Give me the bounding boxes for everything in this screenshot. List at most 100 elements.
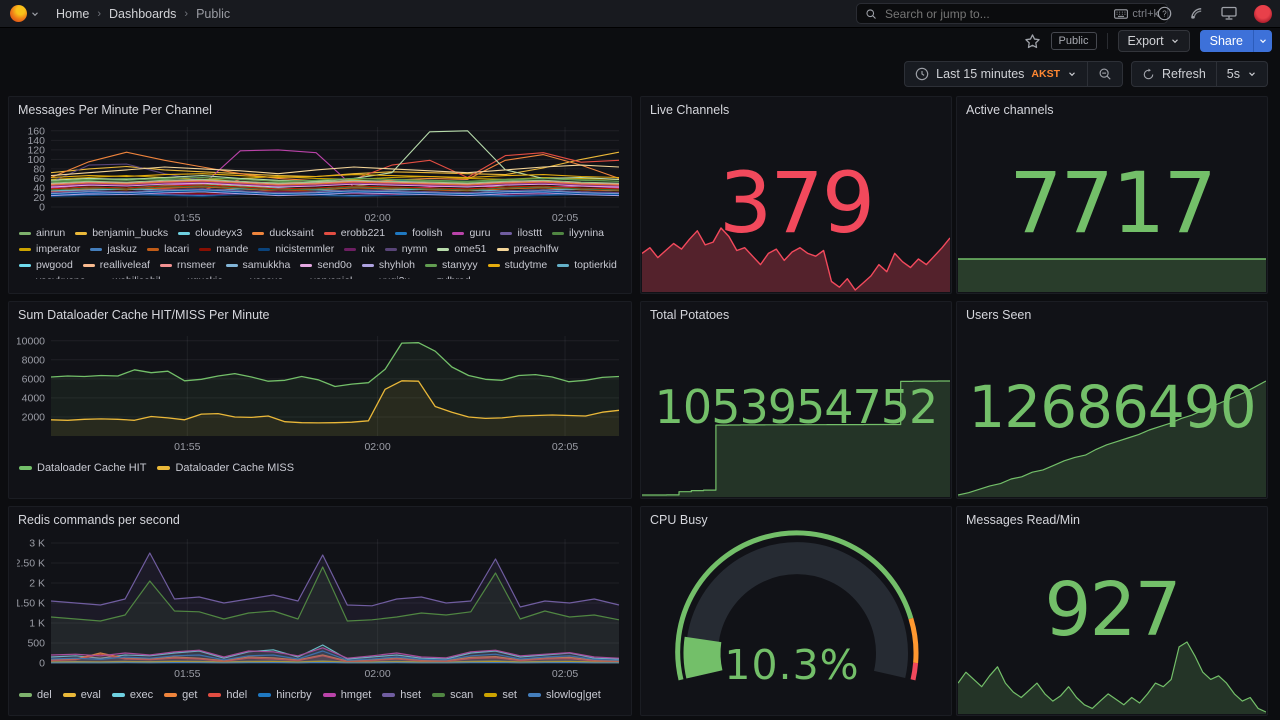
panel-live-channels[interactable]: Live Channels 379 [640,96,952,294]
legend-item-imperator[interactable]: imperator [19,243,80,255]
panel-cpu-busy[interactable]: CPU Busy 10.3% [640,506,952,716]
legend-item-yugi2x[interactable]: yugi2x [362,275,409,279]
legend-item-pwgood[interactable]: pwgood [19,259,73,271]
panel-title[interactable]: Live Channels [650,103,730,117]
share-menu-caret[interactable] [1253,30,1272,52]
legend-item-hmget[interactable]: hmget [322,689,371,701]
legend-item-guru[interactable]: guru [452,227,490,239]
legend-item-get[interactable]: get [164,689,197,701]
legend-item-realliveleaf[interactable]: realliveleaf [82,259,150,271]
panel-title[interactable]: CPU Busy [650,513,708,527]
org-switcher[interactable] [0,5,40,22]
legend-item-nicistemmler[interactable]: nicistemmler [258,243,334,255]
legend-color-swatch [484,693,498,697]
display-icon[interactable] [1221,6,1237,21]
legend-item-studytme[interactable]: studytme [487,259,547,271]
breadcrumb-dashboards[interactable]: Dashboards [109,6,177,21]
legend-item-mande[interactable]: mande [199,243,248,255]
legend-label: hincrby [276,689,312,701]
zoom-out-button[interactable] [1088,61,1124,87]
legend-item-jaskuz[interactable]: jaskuz [90,243,137,255]
panel-redis-commands[interactable]: Redis commands per second 3 K 2.50 K 2 K 1.… [8,506,632,716]
legend-item-scan[interactable]: scan [432,689,473,701]
legend-item-rnsmeer[interactable]: rnsmeer [159,259,216,271]
panel-title[interactable]: Redis commands per second [18,513,180,527]
legend-item-set[interactable]: set [484,689,517,701]
legend-item-eval[interactable]: eval [62,689,101,701]
legend-item-wabilisabil[interactable]: wabilisabil [96,275,161,279]
legend-item-hdel[interactable]: hdel [208,689,247,701]
legend-item-ilosttt[interactable]: ilosttt [500,227,542,239]
panel-active-channels[interactable]: Active channels 7717 [956,96,1268,294]
star-icon[interactable] [1024,33,1041,50]
svg-text:?: ? [1162,9,1167,18]
legend-item-zylbrad[interactable]: zylbrad [420,275,471,279]
legend-item-yoryaniol[interactable]: yoryaniol [293,275,352,279]
x-axis-label: 02:00 [364,212,390,223]
toolbar-divider [1106,33,1108,49]
legend-item-nymn[interactable]: nymn [384,243,427,255]
panel-title[interactable]: Messages Read/Min [966,513,1080,527]
series-shyhloh [50,191,620,197]
legend-item-samukkha[interactable]: samukkha [225,259,290,271]
refresh-button[interactable]: Refresh [1131,61,1217,87]
panel-title[interactable]: Sum Dataloader Cache HIT/MISS Per Minute [18,308,270,322]
y-axis-label: 20 [33,192,45,204]
legend-item-ducksaint[interactable]: ducksaint [252,227,314,239]
y-axis-label: 80 [33,163,45,175]
refresh-interval-dropdown[interactable]: 5s [1216,61,1268,87]
legend-item-del[interactable]: del [19,689,52,701]
series-xguckie [50,190,620,196]
legend-item-ilyynina[interactable]: ilyynina [552,227,604,239]
legend-item-yassuo[interactable]: yassuo [233,275,283,279]
news-rss-icon[interactable] [1189,6,1204,21]
legend-item-benjamin-bucks[interactable]: benjamin_bucks [75,227,168,239]
time-range-picker[interactable]: Last 15 minutes AKST [904,61,1089,87]
legend-item-slowlog-get[interactable]: slowlog|get [528,689,601,701]
legend-item-vsevkusno[interactable]: vsevkusno [19,275,86,279]
legend-item-hset[interactable]: hset [382,689,421,701]
export-button[interactable]: Export [1117,30,1190,52]
legend-item-hincrby[interactable]: hincrby [258,689,312,701]
legend-item-preachlfw[interactable]: preachlfw [496,243,558,255]
grafana-logo-icon [10,5,27,22]
legend-item-erobb221[interactable]: erobb221 [323,227,385,239]
panel-title[interactable]: Active channels [966,103,1054,117]
legend-item-toptierkid[interactable]: toptierkid [557,259,617,271]
legend-item-foolish[interactable]: foolish [395,227,442,239]
search-box[interactable]: ctrl+k [856,3,1168,24]
legend-item-lacari[interactable]: lacari [147,243,189,255]
legend-item-nix[interactable]: nix [344,243,375,255]
legend-item-send0o[interactable]: send0o [300,259,352,271]
panel-messages-read[interactable]: Messages Read/Min 927 [956,506,1268,716]
legend-item-exec[interactable]: exec [111,689,153,701]
panel-title[interactable]: Total Potatoes [650,308,730,322]
search-input[interactable] [883,5,1077,22]
legend-item-dataloader-cache-hit[interactable]: Dataloader Cache HIT [19,462,146,474]
legend-item-dataloader-cache-miss[interactable]: Dataloader Cache MISS [157,462,294,474]
legend-item-cloudeyx3[interactable]: cloudeyx3 [178,227,242,239]
panel-dataloader-cache[interactable]: Sum Dataloader Cache HIT/MISS Per Minute… [8,301,632,499]
legend-item-stanyyy[interactable]: stanyyy [425,259,478,271]
y-axis-label: 2000 [22,411,46,423]
legend-label: yassuo [250,275,283,279]
panel-title[interactable]: Messages Per Minute Per Channel [18,103,212,117]
legend-label: vsevkusno [36,275,86,279]
panel-users-seen[interactable]: Users Seen 12686490 [956,301,1268,499]
y-axis-label: 120 [27,144,45,156]
help-icon[interactable]: ? [1157,6,1172,21]
panel-title[interactable]: Users Seen [966,308,1032,322]
breadcrumb-home[interactable]: Home [56,6,90,21]
legend-item-ainrun[interactable]: ainrun [19,227,65,239]
timeseries-chart[interactable]: 3 K 2.50 K 2 K 1.50 K 1 K 500 0 01:55 02:00 02:05 [17,533,625,685]
share-button[interactable]: Share [1199,30,1272,52]
user-avatar[interactable] [1254,4,1272,23]
legend-item-ome51[interactable]: ome51 [437,243,487,255]
legend-item-xguckie[interactable]: xguckie [170,275,223,279]
legend-item-shyhloh[interactable]: shyhloh [361,259,415,271]
panel-messages-per-minute[interactable]: Messages Per Minute Per Channel 160 140 12… [8,96,632,294]
timeseries-chart[interactable]: 10000 8000 6000 4000 2000 01:55 02:00 02:05 [17,328,625,458]
panel-total-potatoes[interactable]: Total Potatoes 1053954752 [640,301,952,499]
share-button-label[interactable]: Share [1199,30,1253,52]
